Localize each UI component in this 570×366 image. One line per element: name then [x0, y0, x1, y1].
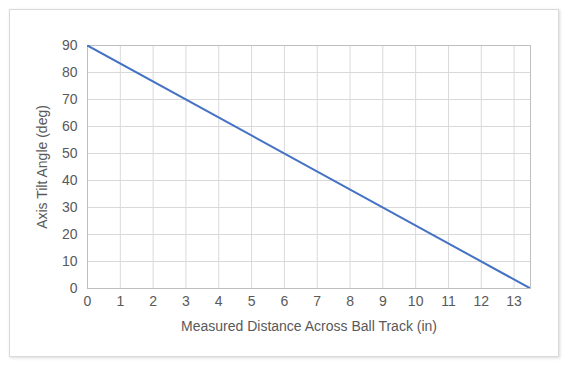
svg-text:11: 11 [441, 293, 456, 309]
svg-text:20: 20 [62, 226, 78, 242]
svg-text:30: 30 [62, 199, 78, 215]
svg-text:1: 1 [116, 293, 124, 309]
svg-text:90: 90 [62, 37, 78, 53]
svg-text:6: 6 [280, 293, 288, 309]
svg-text:50: 50 [62, 145, 78, 161]
svg-text:40: 40 [62, 172, 78, 188]
svg-text:60: 60 [62, 118, 78, 134]
svg-text:9: 9 [379, 293, 387, 309]
svg-text:Axis Tilt Angle (deg): Axis Tilt Angle (deg) [34, 105, 50, 229]
svg-text:13: 13 [506, 293, 522, 309]
svg-text:70: 70 [62, 91, 78, 107]
svg-text:10: 10 [62, 253, 78, 269]
svg-text:3: 3 [182, 293, 190, 309]
svg-text:0: 0 [70, 280, 78, 296]
svg-text:8: 8 [346, 293, 354, 309]
svg-text:5: 5 [248, 293, 256, 309]
svg-text:7: 7 [313, 293, 321, 309]
svg-text:10: 10 [408, 293, 424, 309]
svg-text:2: 2 [149, 293, 157, 309]
svg-text:80: 80 [62, 64, 78, 80]
svg-text:4: 4 [215, 293, 223, 309]
svg-text:12: 12 [473, 293, 489, 309]
svg-text:0: 0 [84, 293, 92, 309]
svg-text:Measured Distance Across Ball: Measured Distance Across Ball Track (in) [181, 318, 437, 334]
